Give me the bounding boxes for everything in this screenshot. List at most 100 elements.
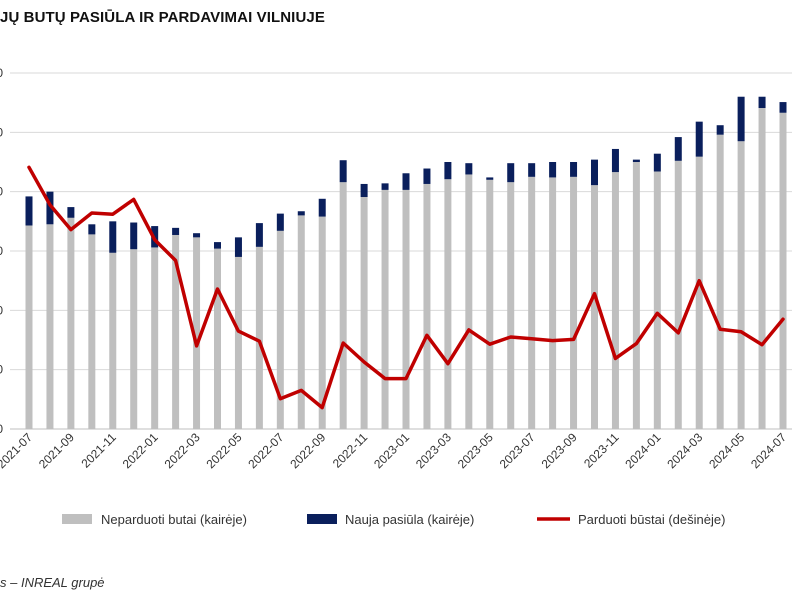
x-tick-label: 2021-07 (0, 430, 35, 471)
sales-line (27, 165, 785, 410)
bar-new-supply (214, 242, 221, 249)
bar-unsold (234, 256, 242, 429)
bar-unsold (779, 112, 787, 430)
y-tick-label: 0 (0, 185, 3, 199)
bar-new-supply (172, 227, 180, 235)
bar-new-supply (632, 159, 640, 162)
y-tick-label: 0 (0, 66, 3, 80)
bar-unsold (423, 183, 431, 429)
bar-unsold (88, 234, 96, 429)
x-tick-label: 2023-09 (539, 430, 580, 471)
legend-label-sold: Parduoti būstai (dešinėje) (578, 512, 725, 527)
bar-new-supply (674, 137, 682, 161)
bar-unsold (758, 108, 766, 430)
chart-title: JŲ BUTŲ PASIŪLA IR PARDAVIMAI VILNIUJE (0, 9, 325, 26)
bar-unsold (402, 189, 410, 429)
bar-unsold (255, 246, 263, 429)
y-tick-label: 0 (0, 244, 3, 258)
x-tick-label: 2024-05 (706, 430, 747, 471)
bar-unsold (381, 189, 389, 429)
bar-new-supply (193, 233, 201, 238)
x-tick-label: 2022-09 (287, 430, 328, 471)
bar-new-supply (130, 222, 138, 250)
x-tick-label: 2022-03 (162, 430, 203, 471)
bar-unsold (528, 176, 536, 429)
bar-new-supply (297, 211, 305, 216)
bar-unsold (444, 179, 452, 429)
bar-new-supply (737, 96, 745, 142)
bar-unsold (318, 216, 326, 429)
bar-new-supply (381, 183, 389, 190)
bar-unsold (653, 171, 661, 429)
bar-new-supply (234, 237, 242, 257)
x-tick-label: 2022-05 (204, 430, 245, 471)
bar-unsold (214, 248, 221, 429)
bar-new-supply (591, 159, 598, 186)
bar-new-supply (758, 96, 766, 109)
legend-label-new-supply: Nauja pasiūla (kairėje) (345, 512, 474, 527)
legend-label-unsold: Neparduoti butai (kairėje) (101, 512, 247, 527)
bar-unsold (507, 182, 515, 429)
y-axis-ticks: 0 0 0 0 0 0 0 (0, 66, 3, 436)
bar-unsold (25, 225, 33, 429)
bar-unsold (716, 134, 724, 429)
y-tick-label: 0 (0, 363, 3, 377)
bar-unsold (632, 162, 640, 429)
x-tick-label: 2024-03 (664, 430, 705, 471)
bar-new-supply (653, 153, 661, 172)
y-tick-label: 0 (0, 303, 3, 317)
bar-new-supply (88, 224, 96, 235)
x-tick-label: 2021-11 (78, 430, 119, 471)
bar-new-supply (423, 168, 431, 184)
bar-new-supply (507, 163, 515, 183)
bar-new-supply (339, 160, 347, 183)
x-tick-label: 2023-11 (581, 430, 622, 471)
legend-swatch-unsold (62, 514, 92, 524)
bar-unsold (172, 234, 180, 429)
x-tick-label: 2022-01 (120, 430, 161, 471)
x-axis-ticks: 2021-07 2021-09 2021-11 2022-01 2022-03 2022-… (0, 430, 789, 471)
bar-unsold (549, 177, 557, 429)
sold-line (27, 165, 785, 410)
bar-unsold (193, 237, 201, 429)
bar-unsold (737, 141, 745, 429)
x-tick-label: 2023-05 (455, 430, 496, 471)
bar-unsold (151, 247, 159, 429)
bar-unsold (276, 230, 284, 429)
bar-new-supply (611, 148, 619, 173)
bar-unsold (486, 179, 494, 429)
bar-unsold (339, 182, 347, 429)
bar-unsold (465, 174, 473, 429)
bar-new-supply (779, 102, 787, 113)
x-tick-label: 2023-03 (413, 430, 454, 471)
bar-new-supply (255, 223, 263, 247)
bar-new-supply (25, 196, 33, 226)
bar-unsold (297, 215, 305, 429)
bar-unsold (591, 185, 598, 429)
x-tick-label: 2024-07 (748, 430, 789, 471)
legend-swatch-new-supply (307, 514, 337, 524)
x-tick-label: 2022-07 (245, 430, 286, 471)
bar-new-supply (67, 207, 75, 218)
x-tick-label: 2022-11 (330, 430, 371, 471)
bar-new-supply (716, 125, 724, 135)
bar-new-supply (444, 162, 452, 180)
bar-unsold (360, 197, 368, 429)
bar-new-supply (109, 221, 117, 253)
bar-new-supply (486, 177, 494, 180)
bar-unsold (67, 217, 75, 429)
bar-new-supply (360, 183, 368, 198)
bar-unsold (570, 176, 578, 429)
bars (25, 96, 787, 430)
x-tick-label: 2024-01 (622, 430, 663, 471)
source-note: s – INREAL grupė (0, 575, 105, 590)
bar-unsold (130, 249, 138, 429)
x-tick-label: 2023-07 (497, 430, 538, 471)
bar-unsold (674, 160, 682, 429)
bar-new-supply (318, 198, 326, 217)
bar-new-supply (402, 173, 410, 190)
gridlines (10, 72, 792, 430)
bar-unsold (695, 156, 703, 429)
bar-new-supply (695, 121, 703, 157)
